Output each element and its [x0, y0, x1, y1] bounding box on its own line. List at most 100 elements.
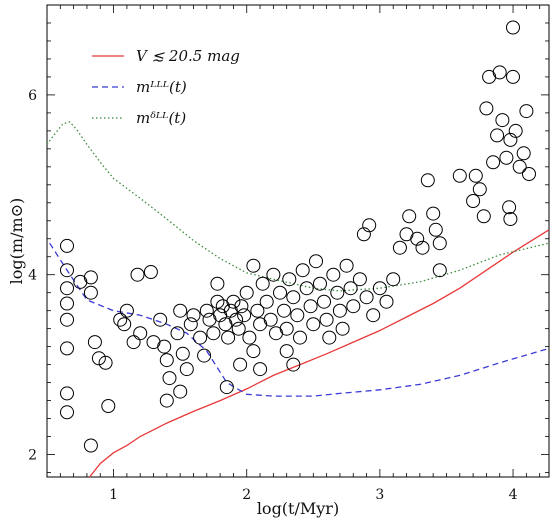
data-point	[250, 303, 265, 318]
data-point	[356, 227, 371, 242]
data-point	[313, 276, 327, 291]
data-point	[162, 371, 177, 386]
data-point	[319, 312, 334, 327]
data-point	[60, 281, 74, 296]
data-point	[87, 335, 102, 350]
data-point	[183, 317, 198, 332]
data-point	[362, 218, 377, 233]
data-point	[83, 285, 98, 300]
data-point	[432, 263, 447, 278]
data-point	[420, 173, 435, 188]
limit-curve-dotted	[46, 121, 550, 292]
data-point	[234, 299, 249, 314]
x-tick-label: 1	[109, 487, 118, 503]
data-point	[502, 200, 517, 215]
legend-label-0: V ≲ 20.5 mag	[136, 47, 240, 65]
plot-area	[46, 4, 550, 478]
data-point	[392, 240, 407, 255]
data-point	[366, 308, 381, 323]
data-point	[410, 231, 425, 246]
y-tick-label: 6	[28, 88, 37, 104]
data-point	[479, 101, 494, 116]
data-point	[83, 438, 98, 453]
data-point	[119, 303, 134, 318]
data-point	[179, 362, 194, 377]
data-point	[343, 281, 358, 296]
data-point	[210, 294, 225, 309]
data-point	[263, 312, 278, 327]
data-point	[379, 294, 394, 309]
data-point	[468, 168, 483, 183]
x-axis-label: log(t/Myr)	[257, 499, 339, 518]
data-point	[197, 348, 212, 363]
data-point	[352, 272, 367, 287]
data-point	[522, 167, 536, 181]
legend-label-1: mᴸᴸᴸ(t)	[136, 78, 187, 96]
data-point	[428, 222, 443, 237]
data-point	[242, 330, 257, 345]
data-point	[472, 182, 487, 197]
y-tick-labels: 2 4 6	[28, 88, 37, 464]
limit-curve-solid	[89, 229, 550, 478]
data-point	[503, 212, 518, 226]
data-point	[246, 258, 261, 273]
x-tick-label: 3	[375, 487, 384, 503]
data-point	[255, 276, 270, 291]
data-point	[286, 357, 301, 372]
data-point	[432, 236, 447, 251]
data-point	[60, 263, 74, 278]
data-point	[322, 330, 337, 345]
data-point	[101, 399, 116, 413]
y-tick-label: 4	[28, 268, 37, 284]
legend: V ≲ 20.5 mag mᴸᴸᴸ(t) mᵟᴸᴸ(t)	[92, 47, 240, 127]
data-point	[452, 168, 467, 183]
data-point	[309, 254, 323, 269]
data-point	[339, 258, 354, 273]
data-point	[113, 312, 128, 327]
data-point	[335, 321, 350, 336]
data-point	[273, 285, 287, 300]
plot-frame	[46, 4, 550, 478]
data-point	[157, 339, 172, 354]
y-axis-label: log(m/m⊙)	[7, 198, 26, 285]
data-point	[306, 317, 321, 332]
data-point	[503, 132, 518, 147]
data-point	[476, 209, 491, 224]
data-point	[512, 159, 527, 174]
data-point	[173, 303, 188, 318]
legend-label-2: mᵟᴸᴸ(t)	[136, 109, 186, 127]
data-point	[508, 123, 523, 138]
data-point	[159, 353, 174, 368]
data-point	[98, 355, 113, 370]
data-point	[126, 335, 141, 350]
data-point	[506, 69, 520, 84]
data-point	[246, 344, 261, 359]
data-point	[299, 281, 314, 296]
data-point	[346, 299, 361, 314]
data-point	[60, 238, 74, 253]
data-point	[210, 276, 225, 291]
data-point	[516, 146, 531, 161]
data-point	[226, 294, 241, 309]
data-point	[495, 113, 510, 128]
data-point	[60, 386, 74, 401]
data-point	[303, 299, 318, 314]
data-point	[175, 346, 190, 361]
data-point	[231, 321, 246, 336]
data-point	[290, 308, 305, 323]
data-point	[199, 303, 214, 318]
data-point	[159, 393, 174, 408]
data-point	[499, 150, 514, 165]
data-point	[386, 272, 401, 287]
data-point	[317, 294, 331, 309]
data-point	[60, 341, 74, 356]
data-point	[237, 308, 252, 323]
data-point	[486, 155, 501, 170]
data-point	[219, 380, 234, 395]
data-point	[60, 312, 74, 327]
data-point	[277, 303, 291, 318]
data-point	[60, 296, 74, 311]
data-point	[130, 267, 145, 282]
data-point	[117, 317, 132, 332]
